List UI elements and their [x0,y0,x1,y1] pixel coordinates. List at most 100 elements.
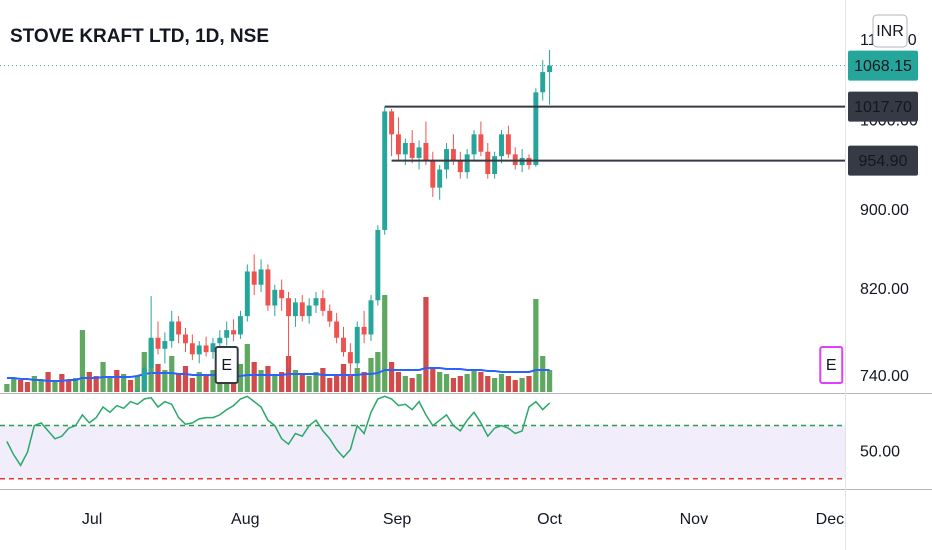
candle-body [430,160,436,188]
volume-bar [505,376,511,392]
candle-body [210,343,216,353]
earnings-label: E [221,357,232,374]
candle-body [176,321,182,335]
candle-body [444,149,450,170]
candle-body [471,134,477,155]
volume-bar [546,370,553,392]
volume-bar [244,344,250,392]
rsi-band [0,425,845,479]
volume-bar [66,380,72,392]
volume-bar [59,374,65,392]
earnings-marker [819,346,844,384]
candle-body [272,289,278,306]
volume-bar [320,368,326,392]
volume-bar [334,376,340,392]
y-tick-label: 740.00 [860,368,909,385]
volume-bar [512,380,518,392]
candle-body [231,330,237,335]
candle-body [169,321,175,342]
volume-bar [11,378,17,392]
volume-bar [382,295,388,392]
volume-bar [203,376,209,392]
price-tag [848,145,918,176]
volume-bar [430,368,436,392]
candle-body [134,390,140,392]
volume-bar [306,376,312,392]
volume-bar [196,372,202,392]
earnings-marker [214,346,239,384]
y-tick-label: 820.00 [860,281,909,298]
volume-bar [127,380,134,392]
volume-bar [327,378,333,392]
candle-body [162,341,168,349]
x-tick-label: Jul [82,511,102,528]
volume-bar [395,372,402,392]
y-tick-label: 900.00 [860,202,909,219]
volume-bar [4,384,10,392]
rsi-line [6,395,551,467]
volume-bar [272,374,278,392]
volume-bar [265,366,271,392]
candle-body [155,337,161,349]
currency-label: INR [876,23,904,40]
volume-bar [409,378,415,392]
volume-bar [176,374,182,392]
volume-bar [31,376,37,392]
volume-bar [299,374,305,392]
rsi-pane [0,395,845,480]
volume-bar [416,374,422,392]
volume-bar [464,374,470,392]
candle-body [148,337,154,368]
x-tick-label: Dec [816,511,844,528]
volume-bar [354,368,360,392]
x-tick-label: Aug [231,511,259,528]
volume-bar [134,376,141,392]
price-tag [848,91,918,122]
volume-bar [251,362,257,392]
candle-body [375,229,381,301]
candle-body [464,154,470,173]
volume-bar [52,382,58,392]
candle-body [141,367,147,391]
volume-bar [402,376,408,392]
candle-body [244,271,250,317]
volume-bar [79,330,86,392]
candle-body [499,134,504,157]
volume-bar [388,362,395,392]
volume-bar [155,364,161,392]
volume-bar [72,378,79,392]
candle-body [279,289,285,299]
candle-body [299,302,305,317]
volume-bar [114,370,120,392]
candle-body [505,134,511,155]
price-tag-label: 954.90 [859,153,908,170]
volume-bar [478,372,484,392]
candle-body [478,134,484,152]
volume-bar [17,380,24,392]
candle-body [327,310,333,322]
candle-body [409,142,415,158]
candle-body [457,160,463,173]
candle-body [382,111,388,230]
volume-bar [519,378,525,392]
candle-body [450,149,456,161]
volume-bar [292,370,299,392]
volume-bar [189,378,195,392]
chart-title: STOVE KRAFT LTD, 1D, NSE [10,26,269,47]
candle-body [203,345,209,353]
volume-bar [450,378,457,392]
candle-body [354,326,360,364]
volume-ma-line [6,367,550,382]
x-tick-label: Nov [680,511,708,528]
candle-body [533,92,539,166]
volume-bar [237,364,244,392]
candle-body [540,72,546,93]
volume-bar [93,376,99,392]
candle-body [237,316,243,335]
volume-bar [347,374,353,392]
volume-bar [258,370,264,392]
price-tag [848,50,918,81]
candle-body [347,352,353,364]
volume-bar [437,372,443,392]
volume-bar [121,374,127,392]
